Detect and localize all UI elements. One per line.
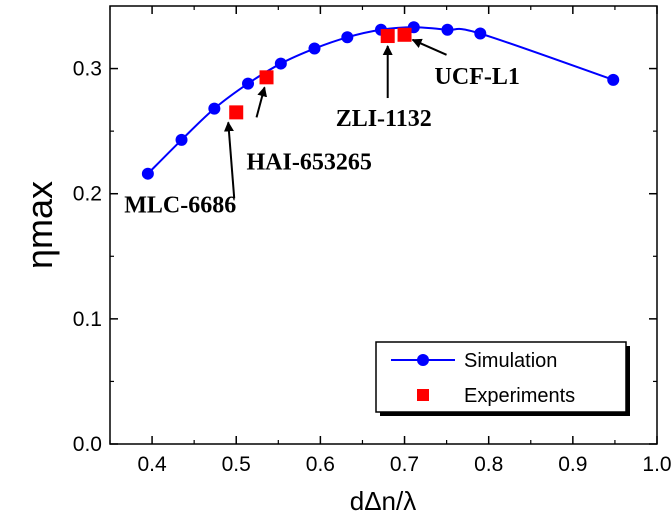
- y-tick-label: 0.0: [73, 433, 102, 456]
- y-axis-title: ηmax: [19, 181, 60, 269]
- annotation-label: MLC-6686: [124, 192, 236, 218]
- simulation-point: [341, 31, 354, 44]
- experiment-point: [380, 29, 395, 44]
- axis-ticks: 0.4 0.5 0.6 0.7 0.8 0.9 1.0 0.0 0.1 0.2 0.3: [73, 6, 672, 476]
- simulation-point: [175, 133, 188, 146]
- annotation-label: ZLI-1132: [336, 106, 432, 132]
- series-layer: [141, 21, 620, 180]
- x-tick-label: 0.5: [222, 453, 251, 476]
- experiment-point: [397, 27, 412, 42]
- x-tick-label: 0.9: [558, 453, 587, 476]
- y-tick-label: 0.3: [73, 58, 102, 81]
- legend-simulation-label: Simulation: [464, 350, 557, 372]
- y-tick-label: 0.1: [73, 308, 102, 331]
- simulation-point: [274, 57, 287, 70]
- legend-experiments-label: Experiments: [464, 385, 575, 407]
- plot-frame: [109, 5, 658, 445]
- simulation-point: [242, 77, 255, 90]
- y-tick-label: 0.2: [73, 183, 102, 206]
- x-axis-title: dΔn/λ: [350, 486, 417, 516]
- legend-experiments-marker: [417, 389, 429, 401]
- simulation-line: [147, 26, 614, 175]
- annotation-arrow: [223, 121, 236, 199]
- simulation-point: [607, 73, 620, 86]
- annotation-label: HAI-653265: [247, 149, 372, 175]
- simulation-point: [208, 102, 221, 115]
- annotation-label: UCF-L1: [435, 64, 520, 90]
- x-tick-label: 1.0: [642, 453, 671, 476]
- legend: Simulation Experiments: [375, 341, 630, 416]
- x-tick-label: 0.8: [474, 453, 503, 476]
- annotation-arrow: [255, 86, 268, 118]
- annotation-arrow: [411, 38, 447, 56]
- legend-simulation-marker: [417, 354, 429, 366]
- simulation-point: [141, 167, 154, 180]
- x-tick-label: 0.4: [137, 453, 167, 476]
- x-tick-label: 0.7: [390, 453, 419, 476]
- experiment-point: [229, 105, 244, 120]
- simulation-point: [474, 27, 487, 40]
- simulation-point: [308, 42, 321, 55]
- simulation-point: [441, 23, 454, 36]
- experiment-point: [259, 70, 274, 85]
- x-tick-label: 0.6: [306, 453, 335, 476]
